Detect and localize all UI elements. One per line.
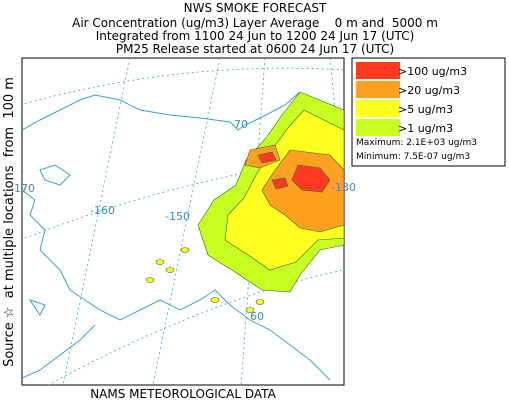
map-label: 60 bbox=[250, 310, 264, 323]
map-label: -170 bbox=[10, 182, 35, 195]
smoke-patch bbox=[210, 297, 220, 303]
subtitle: PM25 Release started at 0600 24 Jun 17 (… bbox=[116, 42, 394, 56]
map-label: 70 bbox=[234, 118, 248, 131]
coastline bbox=[22, 91, 301, 131]
smoke-patch bbox=[245, 307, 255, 313]
parallel bbox=[47, 269, 344, 385]
legend-swatch bbox=[356, 119, 400, 136]
smoke-patch bbox=[180, 247, 190, 253]
smoke-area bbox=[271, 177, 289, 190]
coastline bbox=[22, 189, 331, 381]
legend-label: >1 ug/m3 bbox=[398, 122, 453, 135]
legend: >100 ug/m3 >20 ug/m3 >5 ug/m3 >1 ug/m3 Maxi… bbox=[351, 57, 506, 167]
legend-swatch bbox=[356, 81, 400, 98]
smoke-area bbox=[257, 151, 277, 164]
map-label: -160 bbox=[90, 204, 115, 217]
smoke-area bbox=[261, 149, 344, 233]
meridian bbox=[62, 58, 131, 385]
meridian bbox=[152, 58, 221, 385]
legend-label: >5 ug/m3 bbox=[398, 103, 453, 116]
subtitle: Air Concentration (ug/m3) Layer Average … bbox=[72, 16, 438, 30]
footer: NAMS METEOROLOGICAL DATA bbox=[90, 387, 276, 401]
source-label: Source ☆ at multiple locations from 100 … bbox=[2, 77, 17, 367]
map-label: -130 bbox=[331, 181, 356, 194]
minimum: Minimum: 7.5E-07 ug/m3 bbox=[356, 152, 470, 162]
legend-swatch bbox=[356, 100, 400, 117]
island bbox=[39, 164, 71, 186]
title: NWS SMOKE FORECAST bbox=[184, 1, 327, 15]
maximum: Maximum: 2.1E+03 ug/m3 bbox=[356, 138, 477, 148]
coastline bbox=[22, 324, 96, 379]
smoke-area bbox=[291, 164, 331, 193]
legend-label: >100 ug/m3 bbox=[398, 65, 467, 78]
smoke-patch bbox=[145, 277, 155, 283]
legend-swatch bbox=[356, 62, 400, 79]
subtitle: Integrated from 1100 24 Jun to 1200 24 J… bbox=[96, 29, 415, 43]
map-label: -150 bbox=[165, 210, 190, 223]
map: 70 -170 -160 -150 -130 60 bbox=[10, 57, 356, 386]
smoke-patch bbox=[165, 267, 175, 273]
smoke-patch bbox=[155, 259, 165, 265]
legend-label: >20 ug/m3 bbox=[398, 84, 460, 97]
island bbox=[28, 299, 46, 316]
smoke-patch bbox=[255, 299, 265, 305]
